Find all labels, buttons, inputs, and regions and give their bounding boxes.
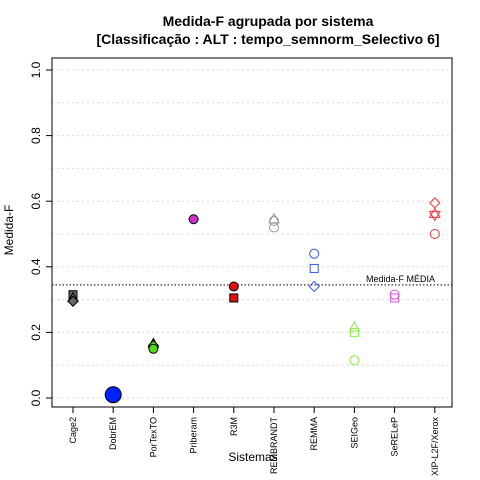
x-tick-label: DobrEM bbox=[108, 417, 118, 450]
data-points bbox=[67, 197, 441, 404]
point-circle bbox=[188, 214, 199, 225]
reference-line: Medida-F MÉDIA bbox=[52, 274, 452, 286]
y-axis-label: Medida-F bbox=[2, 205, 16, 256]
point-circle bbox=[269, 222, 279, 233]
x-axis: Cage2 DobrEM PorTexTO Priberam R3M REMBRANDT R… bbox=[68, 407, 440, 476]
y-axis: 0.0 0.2 0.4 0.6 0.8 1.0 bbox=[29, 61, 52, 406]
point-circle bbox=[309, 248, 320, 259]
y-tick-label: 0.8 bbox=[29, 127, 43, 144]
point-square bbox=[390, 293, 400, 303]
point-star bbox=[428, 210, 441, 222]
point-circle bbox=[228, 281, 239, 292]
reference-line-label: Medida-F MÉDIA bbox=[366, 274, 435, 284]
y-tick-label: 0.4 bbox=[29, 258, 43, 275]
point-circle bbox=[429, 229, 440, 239]
point-square bbox=[309, 263, 319, 273]
x-tick-label: REMBRANDT bbox=[269, 417, 279, 475]
y-tick-label: 0.2 bbox=[29, 324, 43, 341]
chart-title: Medida-F agrupada por sistema bbox=[163, 13, 374, 29]
x-tick-label: Priberam bbox=[189, 417, 199, 454]
point-square bbox=[349, 327, 359, 337]
point-circle-large bbox=[104, 386, 122, 404]
point-diamond bbox=[67, 295, 79, 307]
x-tick-label: R3M bbox=[229, 417, 239, 436]
point-circle bbox=[269, 215, 279, 226]
point-square bbox=[229, 293, 239, 303]
grid bbox=[52, 69, 452, 399]
y-tick-label: 1.0 bbox=[29, 61, 43, 78]
x-tick-label: PorTexTO bbox=[148, 417, 158, 457]
point-triangle bbox=[348, 320, 361, 332]
x-tick-label: SeRELeP bbox=[390, 417, 400, 457]
point-circle bbox=[349, 355, 360, 366]
point-circle bbox=[148, 343, 159, 354]
chart-subtitle: [Classificação : ALT : tempo_semnorm_Sel… bbox=[96, 31, 439, 47]
x-tick-label: Cage2 bbox=[68, 417, 78, 444]
point-diamond bbox=[308, 280, 320, 293]
x-tick-label: SEIGeo bbox=[349, 417, 359, 449]
y-tick-label: 0.0 bbox=[29, 389, 43, 406]
point-star bbox=[428, 207, 441, 218]
plot-frame bbox=[51, 57, 453, 408]
x-tick-label: XIP-L2F/Xerox bbox=[430, 417, 440, 477]
point-diamond bbox=[429, 197, 441, 209]
x-axis-label: Sistemas bbox=[228, 450, 277, 464]
x-tick-label: REMMA bbox=[309, 417, 319, 451]
point-circle bbox=[389, 289, 400, 300]
y-tick-label: 0.6 bbox=[29, 193, 43, 210]
